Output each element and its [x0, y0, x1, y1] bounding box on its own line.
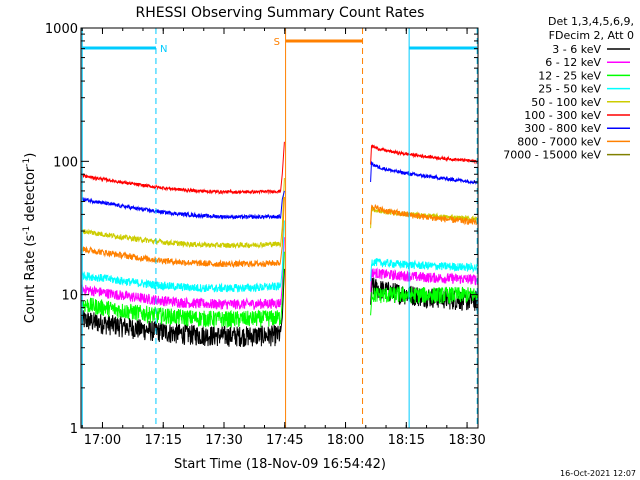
x-tick-label: 17:30: [205, 433, 242, 448]
series-4: [81, 177, 478, 250]
annotation-0-label: N: [160, 44, 167, 55]
series-layer: [81, 141, 478, 347]
series-6: [81, 161, 478, 220]
x-tick-label: 18:15: [388, 433, 425, 448]
series-3-post-line: [370, 257, 478, 282]
series-6-pre-line: [81, 190, 285, 220]
legend-entry-label: 100 - 300 keV: [524, 109, 601, 122]
y-axis-label-sup-2: -1: [22, 158, 32, 167]
series-3: [82, 220, 478, 293]
axes: 17:00 17:15 17:30 17:45 18:00 18:15 18:30 1 10 10…: [45, 22, 486, 448]
series-3-pre-line: [82, 220, 285, 293]
legend-entry-label: 6 - 12 keV: [545, 56, 601, 69]
legend-header-line-1: Det 1,3,4,5,6,9,: [548, 15, 634, 28]
annotation-1-label: S: [274, 37, 280, 48]
legend-entry-label: 300 - 800 keV: [524, 122, 601, 135]
series-7: [81, 196, 478, 268]
annotation-layer: NS: [81, 28, 478, 428]
series-5: [81, 141, 478, 195]
legend-entry-label: 12 - 25 keV: [538, 69, 601, 82]
x-tick-label: 17:00: [84, 433, 121, 448]
series-7-post-line: [370, 203, 478, 226]
series-6-post-line: [370, 161, 478, 185]
series-5-pre-line: [81, 141, 285, 195]
legend-entry-label: 3 - 6 keV: [552, 43, 601, 56]
series-4-pre-line: [81, 177, 285, 250]
timestamp: 16-Oct-2021 12:07: [560, 469, 636, 478]
y-axis-label-main: Count Rate (s: [23, 235, 38, 324]
series-7-pre-line: [81, 196, 285, 268]
y-tick-label: 10: [61, 289, 78, 304]
series-5-post-line: [370, 144, 478, 165]
chart-title: RHESSI Observing Summary Count Rates: [136, 5, 425, 21]
series-1: [81, 237, 478, 311]
y-tick-label: 1000: [45, 22, 78, 37]
series-1-post-line: [370, 267, 478, 292]
y-axis-label: Count Rate (s-1 detector-1): [22, 153, 38, 324]
series-2-pre-line: [81, 251, 285, 328]
series-2-post-line: [370, 285, 478, 316]
series-1-pre-line: [81, 237, 285, 311]
x-tick-label: 17:15: [145, 433, 182, 448]
x-tick-label: 18:30: [448, 433, 485, 448]
series-2: [81, 251, 478, 328]
y-axis-label-mid: detector: [23, 166, 38, 226]
x-tick-label: 17:45: [266, 433, 303, 448]
annotation-1: S: [274, 28, 364, 428]
legend-entry-label: 7000 - 15000 keV: [503, 149, 601, 162]
legend-header-line-2: FDecim 2, Att 0: [549, 29, 634, 42]
x-axis-label: Start Time (18-Nov-09 16:54:42): [174, 457, 386, 472]
legend-entry-label: 25 - 50 keV: [538, 83, 601, 96]
y-tick-label: 1: [70, 422, 78, 437]
plot-frame: [80, 27, 479, 429]
annotation-2: [408, 28, 478, 428]
y-tick-label: 100: [53, 155, 78, 170]
annotation-0: N: [81, 28, 167, 428]
x-tick-label: 18:00: [327, 433, 364, 448]
y-axis-label-end: ): [23, 153, 38, 158]
legend-entry-label: 800 - 7000 keV: [517, 135, 601, 148]
legend-entry-label: 50 - 100 keV: [531, 96, 601, 109]
y-axis-label-sup-1: -1: [22, 226, 32, 235]
legend: Det 1,3,4,5,6,9, FDecim 2, Att 0 3 - 6 k…: [503, 15, 634, 162]
series-0-pre-line: [81, 268, 285, 347]
